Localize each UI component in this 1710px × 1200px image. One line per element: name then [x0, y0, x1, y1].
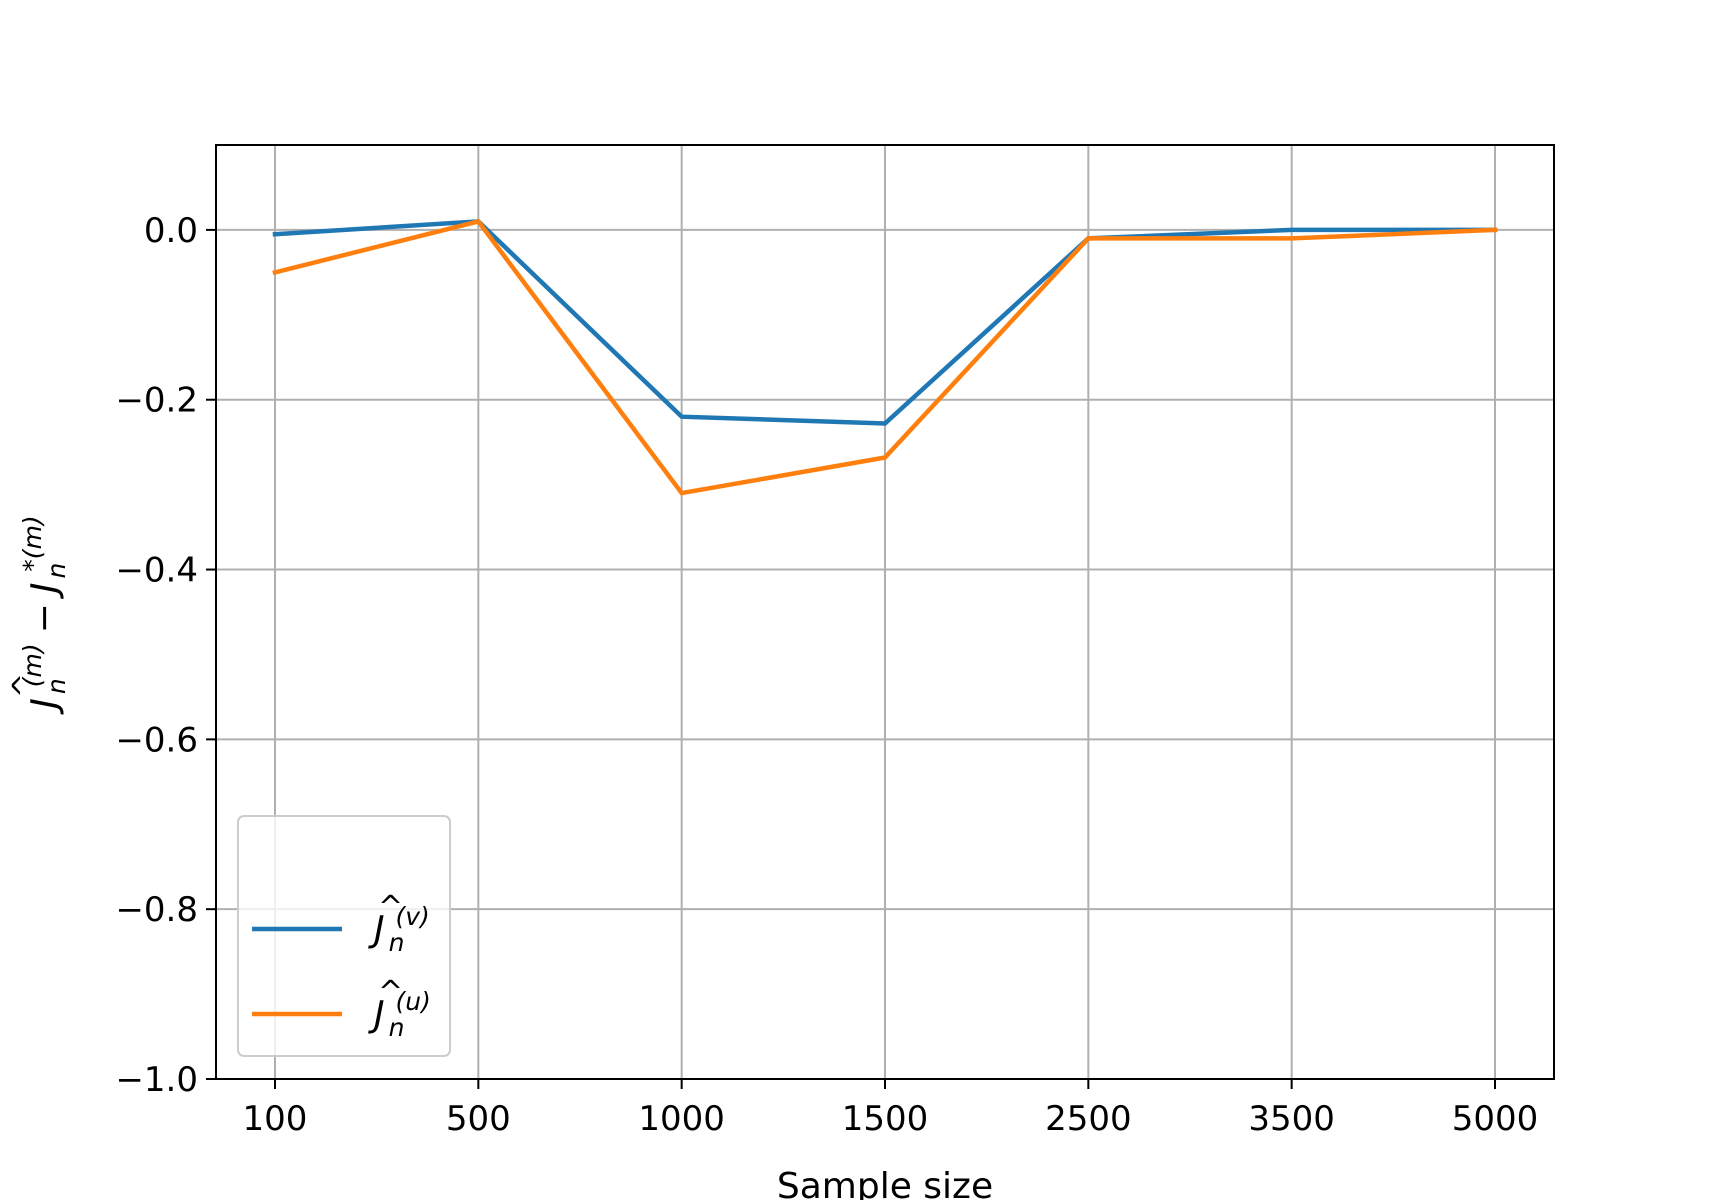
y-tick-label: −0.2	[115, 381, 198, 421]
y-tick-label: 0.0	[144, 211, 198, 251]
y-tick-label: −0.6	[115, 720, 198, 760]
series-lines	[272, 218, 1498, 496]
y-tick-label: −0.8	[115, 890, 198, 930]
legend-hat-v: ^	[378, 890, 403, 925]
x-tick-label: 100	[243, 1099, 308, 1139]
legend-box	[237, 815, 451, 1057]
x-tick-label: 5000	[1452, 1099, 1539, 1139]
x-tick-label: 1000	[638, 1099, 725, 1139]
series-line-1	[272, 218, 1498, 496]
x-tick-label: 2500	[1045, 1099, 1132, 1139]
x-tick-label: 1500	[842, 1099, 929, 1139]
legend-hat-u: ^	[378, 975, 403, 1010]
y-tick-label: −1.0	[115, 1060, 198, 1100]
y-axis-label-hat: ^	[7, 673, 42, 698]
x-tick-label: 500	[446, 1099, 511, 1139]
axis-ticks: 100 500 1000 1500 2500 3500 5000 0.0 −0.2 −0.4 −0.…	[115, 211, 1538, 1139]
x-axis-label: Sample size	[777, 1166, 993, 1200]
legend-label-u: J n (u)	[368, 987, 431, 1042]
y-tick-label: −0.4	[115, 551, 198, 591]
legend: J n (v) ^ J n (u) ^	[237, 815, 451, 1057]
x-tick-label: 3500	[1248, 1099, 1335, 1139]
